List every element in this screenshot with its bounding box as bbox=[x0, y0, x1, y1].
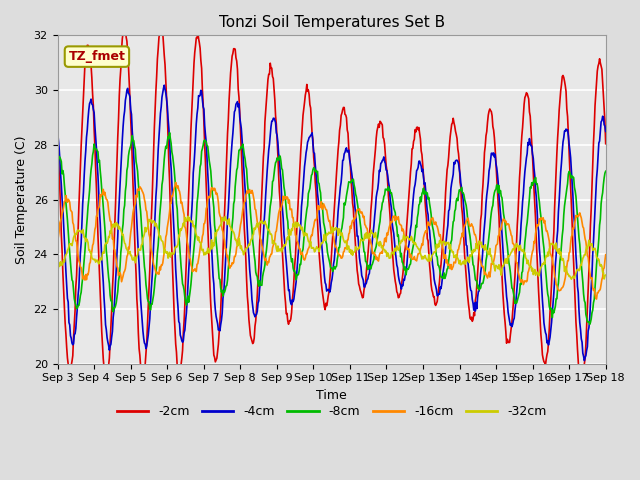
Text: TZ_fmet: TZ_fmet bbox=[68, 50, 125, 63]
-8cm bbox=[54, 158, 61, 164]
-2cm bbox=[415, 125, 423, 131]
-16cm bbox=[63, 199, 71, 205]
-16cm bbox=[177, 192, 184, 198]
-4cm bbox=[54, 128, 61, 134]
-32cm bbox=[415, 246, 423, 252]
-16cm bbox=[593, 296, 600, 302]
Y-axis label: Soil Temperature (C): Soil Temperature (C) bbox=[15, 135, 28, 264]
-32cm bbox=[399, 237, 407, 243]
-4cm bbox=[161, 83, 168, 88]
-4cm bbox=[120, 114, 128, 120]
-8cm bbox=[415, 202, 423, 208]
-32cm bbox=[602, 272, 609, 278]
-2cm bbox=[602, 141, 609, 146]
-2cm bbox=[577, 386, 585, 392]
-4cm bbox=[63, 296, 71, 301]
Line: -2cm: -2cm bbox=[58, 25, 605, 389]
-8cm bbox=[602, 168, 609, 174]
-32cm bbox=[205, 250, 213, 256]
Legend: -2cm, -4cm, -8cm, -16cm, -32cm: -2cm, -4cm, -8cm, -16cm, -32cm bbox=[112, 400, 552, 423]
Line: -16cm: -16cm bbox=[58, 182, 605, 299]
-8cm bbox=[205, 158, 213, 164]
-32cm bbox=[63, 248, 71, 253]
-2cm bbox=[120, 29, 128, 35]
X-axis label: Time: Time bbox=[316, 389, 347, 402]
-4cm bbox=[580, 358, 588, 363]
Title: Tonzi Soil Temperatures Set B: Tonzi Soil Temperatures Set B bbox=[218, 15, 445, 30]
-8cm bbox=[120, 207, 128, 213]
-4cm bbox=[177, 332, 184, 338]
-32cm bbox=[184, 214, 192, 219]
-2cm bbox=[399, 271, 407, 276]
-4cm bbox=[415, 158, 423, 164]
-2cm bbox=[54, 130, 61, 135]
-8cm bbox=[586, 322, 593, 327]
-2cm bbox=[177, 365, 184, 371]
-32cm bbox=[120, 237, 128, 242]
-16cm bbox=[54, 240, 61, 245]
-8cm bbox=[399, 260, 407, 266]
Line: -8cm: -8cm bbox=[58, 132, 605, 324]
Line: -32cm: -32cm bbox=[58, 216, 605, 279]
-16cm bbox=[205, 195, 213, 201]
-16cm bbox=[602, 252, 609, 258]
-4cm bbox=[205, 200, 213, 205]
Line: -4cm: -4cm bbox=[58, 85, 605, 360]
-16cm bbox=[172, 180, 180, 185]
-8cm bbox=[63, 217, 71, 223]
-2cm bbox=[205, 262, 213, 268]
-32cm bbox=[175, 234, 183, 240]
-16cm bbox=[399, 226, 407, 232]
-2cm bbox=[157, 22, 165, 28]
-4cm bbox=[602, 129, 609, 134]
-8cm bbox=[177, 252, 184, 258]
-8cm bbox=[166, 130, 173, 135]
-32cm bbox=[54, 261, 61, 267]
-4cm bbox=[399, 283, 407, 288]
-16cm bbox=[120, 270, 128, 276]
-16cm bbox=[415, 251, 423, 256]
-2cm bbox=[63, 355, 71, 361]
-32cm bbox=[568, 276, 575, 282]
